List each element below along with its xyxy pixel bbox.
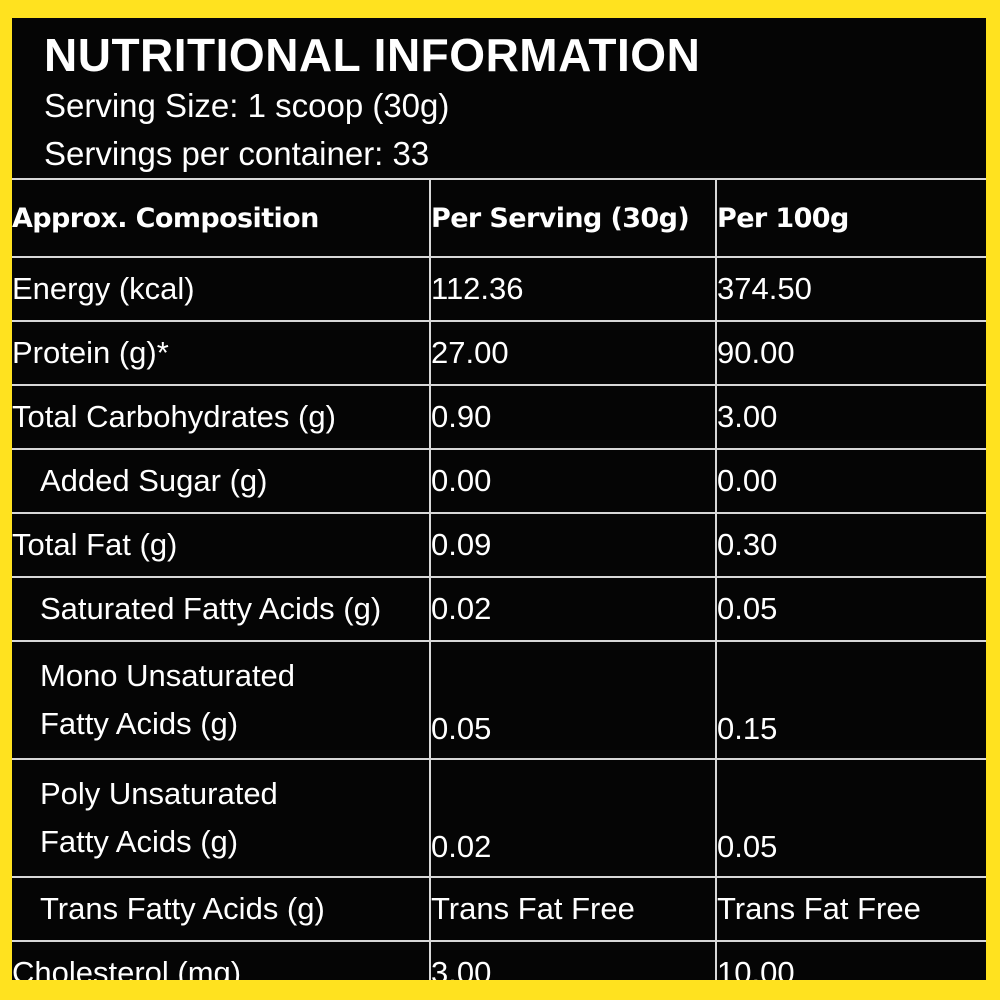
table-row: Protein (g)* 27.00 90.00 [12, 320, 986, 386]
row-label-line: Fatty Acids (g) [40, 706, 239, 741]
per-100g-value: 0.15 [715, 640, 986, 760]
nutrition-header: NUTRITIONAL INFORMATION Serving Size: 1 … [12, 18, 986, 180]
per-serving-value: 0.90 [429, 384, 717, 450]
per-100g-value: 3.00 [715, 384, 986, 450]
column-header-per-serving: Per Serving (30g) [429, 178, 717, 257]
per-serving-value: 3.00 [429, 940, 717, 980]
table-row: Added Sugar (g) 0.00 0.00 [12, 448, 986, 514]
column-header-composition: Approx. Composition [12, 178, 431, 257]
row-label-total-fat: Total Fat (g) [12, 512, 431, 578]
table-row: Energy (kcal) 112.36 374.50 [12, 256, 986, 322]
per-serving-value: 0.02 [429, 758, 717, 878]
per-serving-value: 0.00 [429, 448, 717, 514]
table-row: Total Carbohydrates (g) 0.90 3.00 [12, 384, 986, 450]
table-row: Saturated Fatty Acids (g) 0.02 0.05 [12, 576, 986, 642]
row-label-line: Mono Unsaturated [40, 657, 296, 693]
row-label-poly-unsaturated: Poly Unsaturated Fatty Acids (g) [12, 758, 431, 878]
row-label-energy: Energy (kcal) [12, 256, 431, 322]
row-label-cholesterol: Cholesterol (mg) [12, 940, 431, 980]
table-row: Poly Unsaturated Fatty Acids (g) 0.02 0.… [12, 758, 986, 878]
table-row: Total Fat (g) 0.09 0.30 [12, 512, 986, 578]
row-label-protein: Protein (g)* [12, 320, 431, 386]
row-label-line: Fatty Acids (g) [40, 824, 239, 859]
per-serving-value: 112.36 [429, 256, 717, 322]
per-100g-value: 0.05 [715, 758, 986, 878]
servings-per-container: Servings per container: 33 [44, 135, 430, 172]
per-serving-value: 27.00 [429, 320, 717, 386]
row-label-trans-fatty-acids: Trans Fatty Acids (g) [12, 876, 431, 942]
per-serving-value: 0.02 [429, 576, 717, 642]
table-row: Mono Unsaturated Fatty Acids (g) 0.05 0.… [12, 640, 986, 760]
column-header-per-100g: Per 100g [715, 178, 986, 257]
per-100g-value: 10.00 [715, 940, 986, 980]
table-row: Cholesterol (mg) 3.00 10.00 [12, 940, 986, 980]
per-serving-value: 0.05 [429, 640, 717, 760]
per-100g-value: 0.00 [715, 448, 986, 514]
row-label-mono-unsaturated: Mono Unsaturated Fatty Acids (g) [12, 640, 431, 760]
row-label-added-sugar: Added Sugar (g) [12, 448, 431, 514]
per-100g-value: 374.50 [715, 256, 986, 322]
per-serving-value: 0.09 [429, 512, 717, 578]
per-100g-value: 90.00 [715, 320, 986, 386]
table-row: Trans Fatty Acids (g) Trans Fat Free Tra… [12, 876, 986, 942]
per-100g-value: 0.30 [715, 512, 986, 578]
row-label-saturated-fatty-acids: Saturated Fatty Acids (g) [12, 576, 431, 642]
per-100g-value: Trans Fat Free [715, 876, 986, 942]
per-100g-value: 0.05 [715, 576, 986, 642]
row-label-total-carbohydrates: Total Carbohydrates (g) [12, 384, 431, 450]
per-serving-value: Trans Fat Free [429, 876, 717, 942]
table-header-row: Approx. Composition Per Serving (30g) Pe… [12, 178, 986, 257]
nutrition-label-panel: NUTRITIONAL INFORMATION Serving Size: 1 … [12, 18, 986, 980]
row-label-line: Poly Unsaturated [40, 775, 278, 811]
nutrition-title: NUTRITIONAL INFORMATION [44, 29, 701, 81]
serving-size: Serving Size: 1 scoop (30g) [44, 87, 450, 124]
nutrition-table: Approx. Composition Per Serving (30g) Pe… [12, 178, 986, 980]
